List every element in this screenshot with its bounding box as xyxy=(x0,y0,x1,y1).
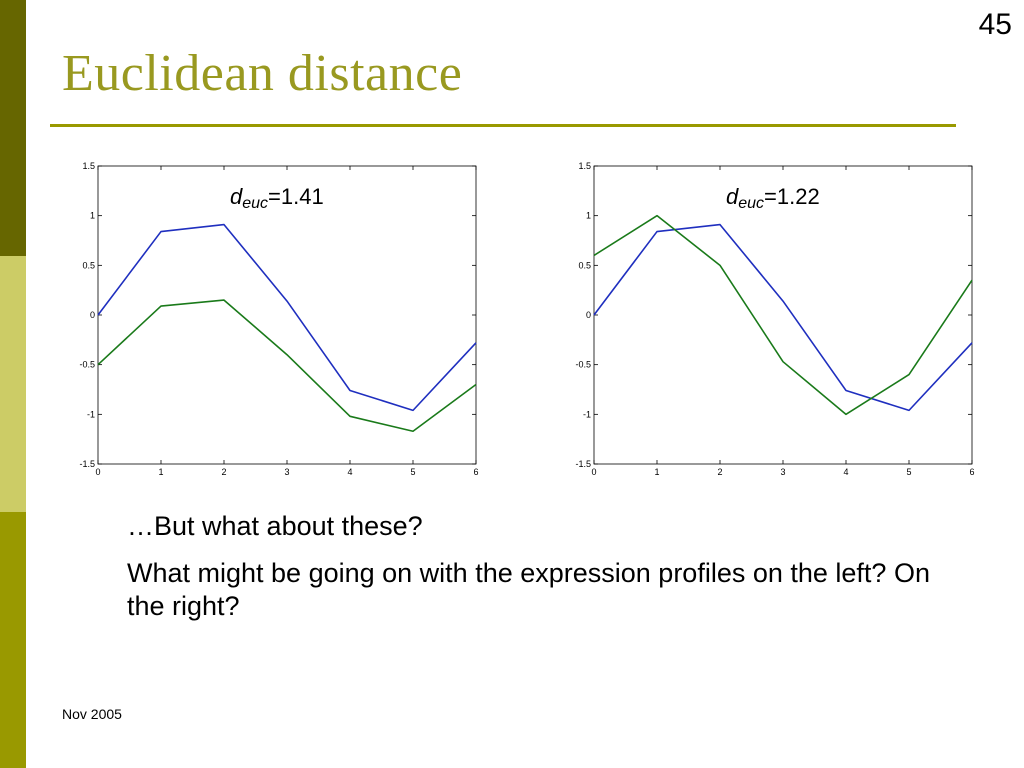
distance-subscript: euc xyxy=(738,195,765,212)
y-tick-label: 1.5 xyxy=(578,161,591,171)
chart-right-plot: -1.5 -1 -0.5 0 0.5 1 1.5 0 1 2 3 4 5 6 xyxy=(575,161,974,477)
distance-subscript: euc xyxy=(242,195,269,212)
side-band-olive xyxy=(0,512,26,768)
series-line-2 xyxy=(593,214,973,416)
plot-frame xyxy=(97,165,477,465)
chart-right: -1.5 -1 -0.5 0 0.5 1 1.5 0 1 2 3 4 5 6 deuc=1.22 xyxy=(562,156,982,478)
y-tick-label: -1 xyxy=(583,409,591,419)
x-tick-label: 0 xyxy=(591,467,596,477)
x-tick-label: 2 xyxy=(221,467,226,477)
y-tick-label: 0 xyxy=(90,310,95,320)
distance-value: =1.22 xyxy=(764,184,820,209)
chart-left-plot: -1.5 -1 -0.5 0 0.5 1 1.5 0 1 2 3 4 5 6 xyxy=(79,161,478,477)
x-tick-label: 3 xyxy=(284,467,289,477)
slide-title: Euclidean distance xyxy=(62,45,463,102)
x-tick-label: 2 xyxy=(717,467,722,477)
x-tick-label: 4 xyxy=(843,467,848,477)
x-tick-label: 1 xyxy=(158,467,163,477)
x-tick-label: 6 xyxy=(473,467,478,477)
y-tick-label: 0 xyxy=(586,310,591,320)
footer-date: Nov 2005 xyxy=(62,706,122,722)
title-divider xyxy=(50,124,956,127)
chart-left: -1.5 -1 -0.5 0 0.5 1 1.5 0 1 2 3 4 5 6 deuc=1.41 xyxy=(66,156,486,478)
y-tick-label: -0.5 xyxy=(575,360,591,370)
distance-symbol: d xyxy=(230,184,243,209)
distance-label-right: deuc=1.22 xyxy=(726,184,820,213)
y-tick-label: 1.5 xyxy=(82,161,95,171)
x-tick-label: 5 xyxy=(906,467,911,477)
x-tick-label: 0 xyxy=(95,467,100,477)
y-tick-label: 1 xyxy=(586,211,591,221)
distance-value: =1.41 xyxy=(268,184,324,209)
y-tick-label: -0.5 xyxy=(79,360,95,370)
body-line-prompt: What might be going on with the expressi… xyxy=(127,558,930,621)
x-tick-label: 3 xyxy=(780,467,785,477)
y-tick-label: 0.5 xyxy=(82,260,95,270)
side-band-dark xyxy=(0,0,26,256)
x-tick-label: 1 xyxy=(654,467,659,477)
page-number: 45 xyxy=(978,8,1012,41)
y-tick-label: -1 xyxy=(87,409,95,419)
distance-label-left: deuc=1.41 xyxy=(230,184,324,213)
y-tick-label: -1.5 xyxy=(79,459,95,469)
x-tick-label: 5 xyxy=(410,467,415,477)
series-line-2 xyxy=(97,299,477,433)
side-band-light xyxy=(0,256,26,512)
y-tick-label: 0.5 xyxy=(578,260,591,270)
y-tick-label: 1 xyxy=(90,211,95,221)
x-tick-label: 4 xyxy=(347,467,352,477)
y-tick-label: -1.5 xyxy=(575,459,591,469)
distance-symbol: d xyxy=(726,184,739,209)
x-tick-label: 6 xyxy=(969,467,974,477)
series-line-1 xyxy=(97,223,477,412)
body-text: …But what about these? What might be goi… xyxy=(127,510,947,637)
body-line-question: …But what about these? xyxy=(127,511,423,541)
series-line-1 xyxy=(593,223,973,412)
